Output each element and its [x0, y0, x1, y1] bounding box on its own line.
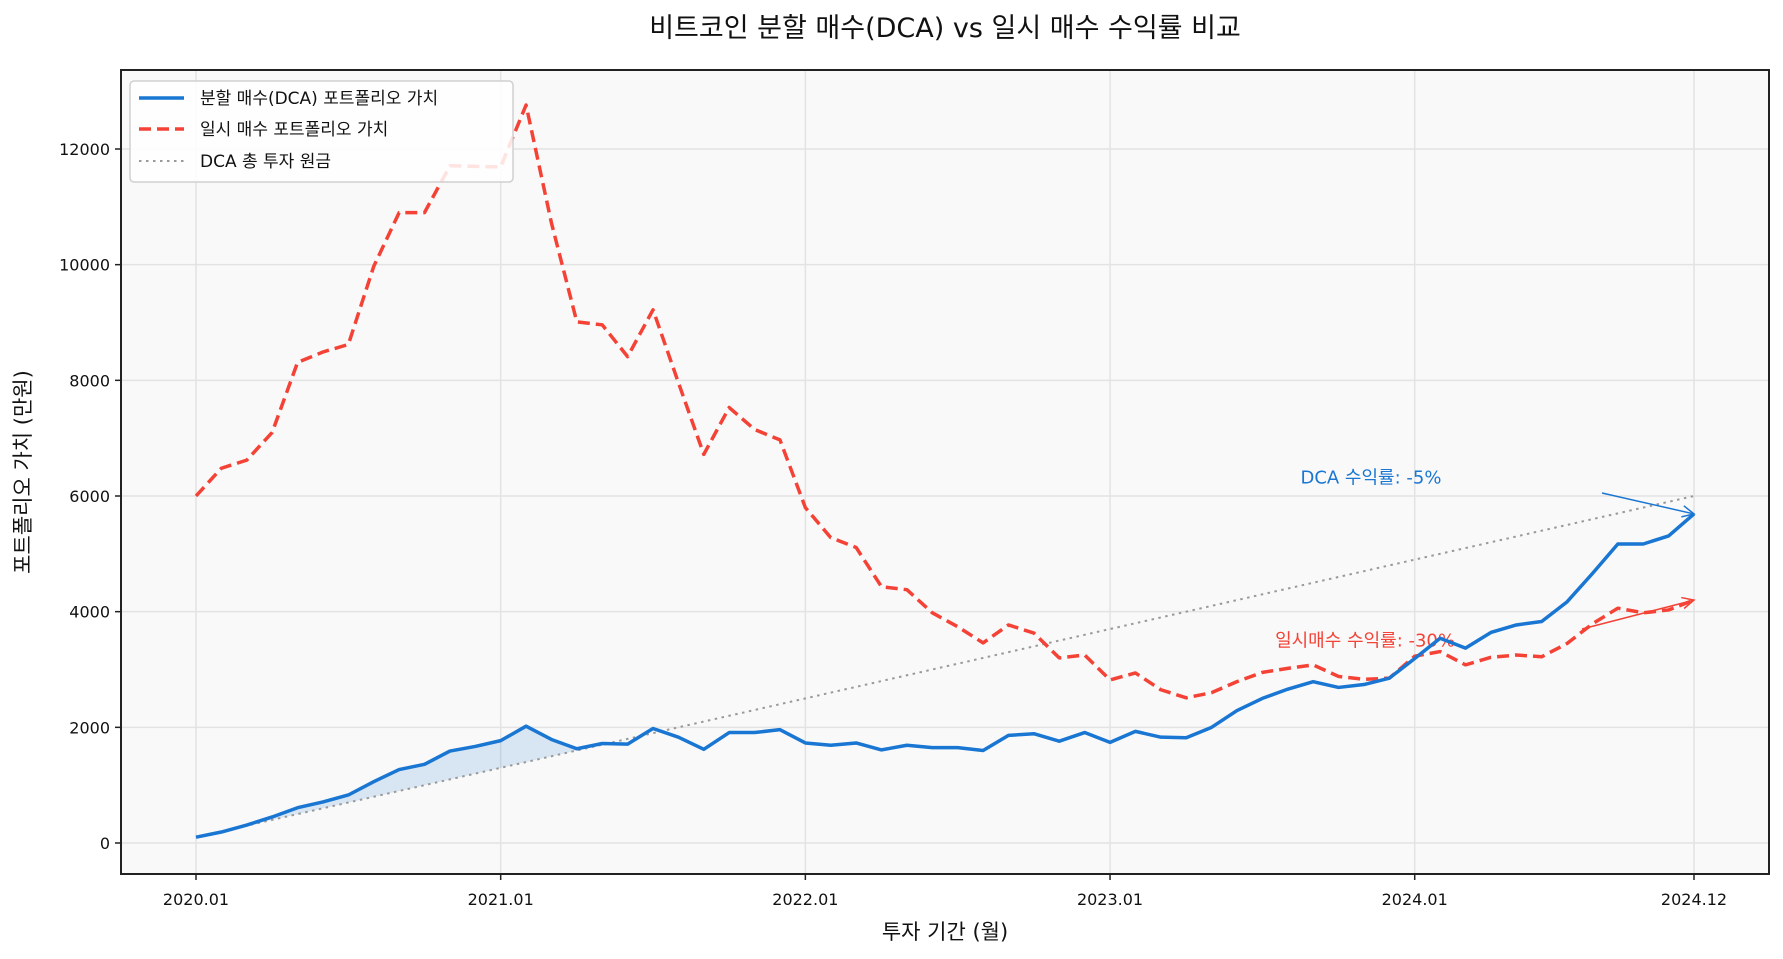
annotation-arrow-icon [1601, 492, 1695, 515]
axis-ticks: 0 2000 4000 6000 8000 10000 12000 2020.01 2021.0… [59, 140, 1727, 909]
axes-frame [120, 69, 1770, 875]
chart-title: 비트코인 분할 매수(DCA) vs 일시 매수 수익률 비교 [649, 13, 1241, 44]
legend-label-dca: 분할 매수(DCA) 포트폴리오 가치 [200, 89, 438, 109]
y-tick-label: 12000 [59, 140, 110, 159]
y-axis-label: 포트폴리오 가치 (만원) [11, 370, 35, 574]
annotation-arrow-icon [1581, 599, 1695, 630]
legend-label-lump-sum: 일시 매수 포트폴리오 가치 [200, 120, 388, 140]
annotation-label: DCA 수익률: -5% [1300, 467, 1441, 488]
y-tick-label: 0 [100, 834, 110, 853]
x-tick-label: 2023.01 [1077, 890, 1143, 909]
fill-region [246, 726, 603, 826]
x-tick-label: 2024.12 [1661, 890, 1727, 909]
dca-profit-fill [246, 726, 603, 826]
annotations: DCA 수익률: -5% 일시매수 수익률: -30% [1275, 467, 1455, 651]
series-line-0 [195, 512, 1696, 839]
plot-area [121, 70, 1769, 874]
y-tick-label: 6000 [69, 487, 110, 506]
annotation-label: 일시매수 수익률: -30% [1275, 630, 1455, 651]
legend-label-principal: DCA 총 투자 원금 [200, 152, 331, 172]
y-tick-label: 8000 [69, 371, 110, 390]
x-tick-label: 2024.01 [1382, 890, 1448, 909]
x-tick-label: 2021.01 [468, 890, 534, 909]
y-tick-label: 4000 [69, 603, 110, 622]
arrow-head-icon [1681, 505, 1696, 518]
annotation-arrows [1581, 492, 1696, 630]
y-tick-label: 10000 [59, 256, 110, 275]
y-tick-label: 2000 [69, 718, 110, 737]
grid-lines [121, 70, 1769, 874]
x-axis-label: 투자 기간 (월) [882, 920, 1008, 944]
arrow-head-icon [1681, 596, 1696, 610]
x-tick-label: 2022.01 [772, 890, 838, 909]
legend: 분할 매수(DCA) 포트폴리오 가치 일시 매수 포트폴리오 가치 DCA 총… [129, 80, 514, 183]
x-tick-label: 2020.01 [163, 890, 229, 909]
legend-box [129, 80, 514, 183]
